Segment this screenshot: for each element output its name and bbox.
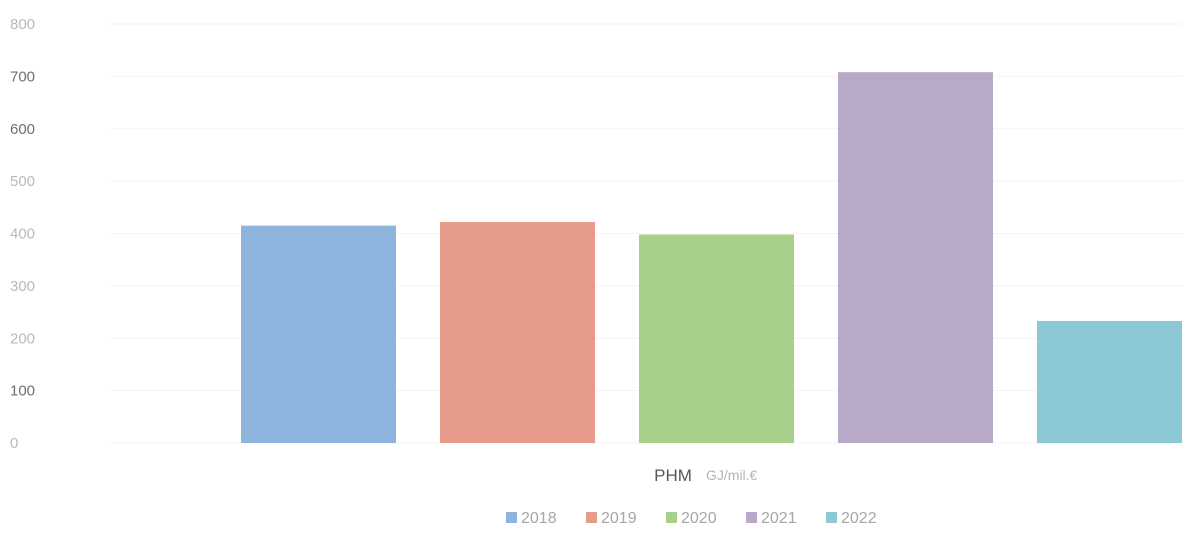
y-tick-label: 400 <box>10 226 35 243</box>
legend-label-2021: 2021 <box>761 510 797 527</box>
y-tick-label: 0 <box>10 435 18 452</box>
y-tick-label: 100 <box>10 383 35 400</box>
bar-2018 <box>241 225 396 443</box>
legend-swatch-2020 <box>666 512 677 523</box>
bars <box>241 72 1182 443</box>
bar-2019 <box>440 221 595 443</box>
y-tick-label: 200 <box>10 330 35 347</box>
x-axis-category-label: PHM <box>654 466 692 485</box>
y-tick-label: 800 <box>10 16 35 33</box>
y-tick-label: 700 <box>10 68 35 85</box>
legend-swatch-2021 <box>746 512 757 523</box>
bar-2022 <box>1037 320 1182 443</box>
y-tick-label: 500 <box>10 173 35 190</box>
x-axis-unit-label: GJ/mil.€ <box>706 467 758 483</box>
legend-label-2020: 2020 <box>681 510 717 527</box>
y-tick-label: 300 <box>10 278 35 295</box>
bar-2021 <box>838 72 993 443</box>
legend-swatch-2022 <box>826 512 837 523</box>
legend-swatch-2019 <box>586 512 597 523</box>
legend-label-2019: 2019 <box>601 510 637 527</box>
legend: 2018 2019 2020 2021 2022 <box>506 510 877 527</box>
x-axis-label: PHM GJ/mil.€ <box>654 466 757 485</box>
y-axis-tick-labels: 0 100 200 300 400 500 600 700 800 <box>10 16 35 452</box>
legend-label-2018: 2018 <box>521 510 557 527</box>
bar-2020 <box>639 234 794 443</box>
y-tick-label: 600 <box>10 121 35 138</box>
legend-label-2022: 2022 <box>841 510 877 527</box>
legend-swatch-2018 <box>506 512 517 523</box>
